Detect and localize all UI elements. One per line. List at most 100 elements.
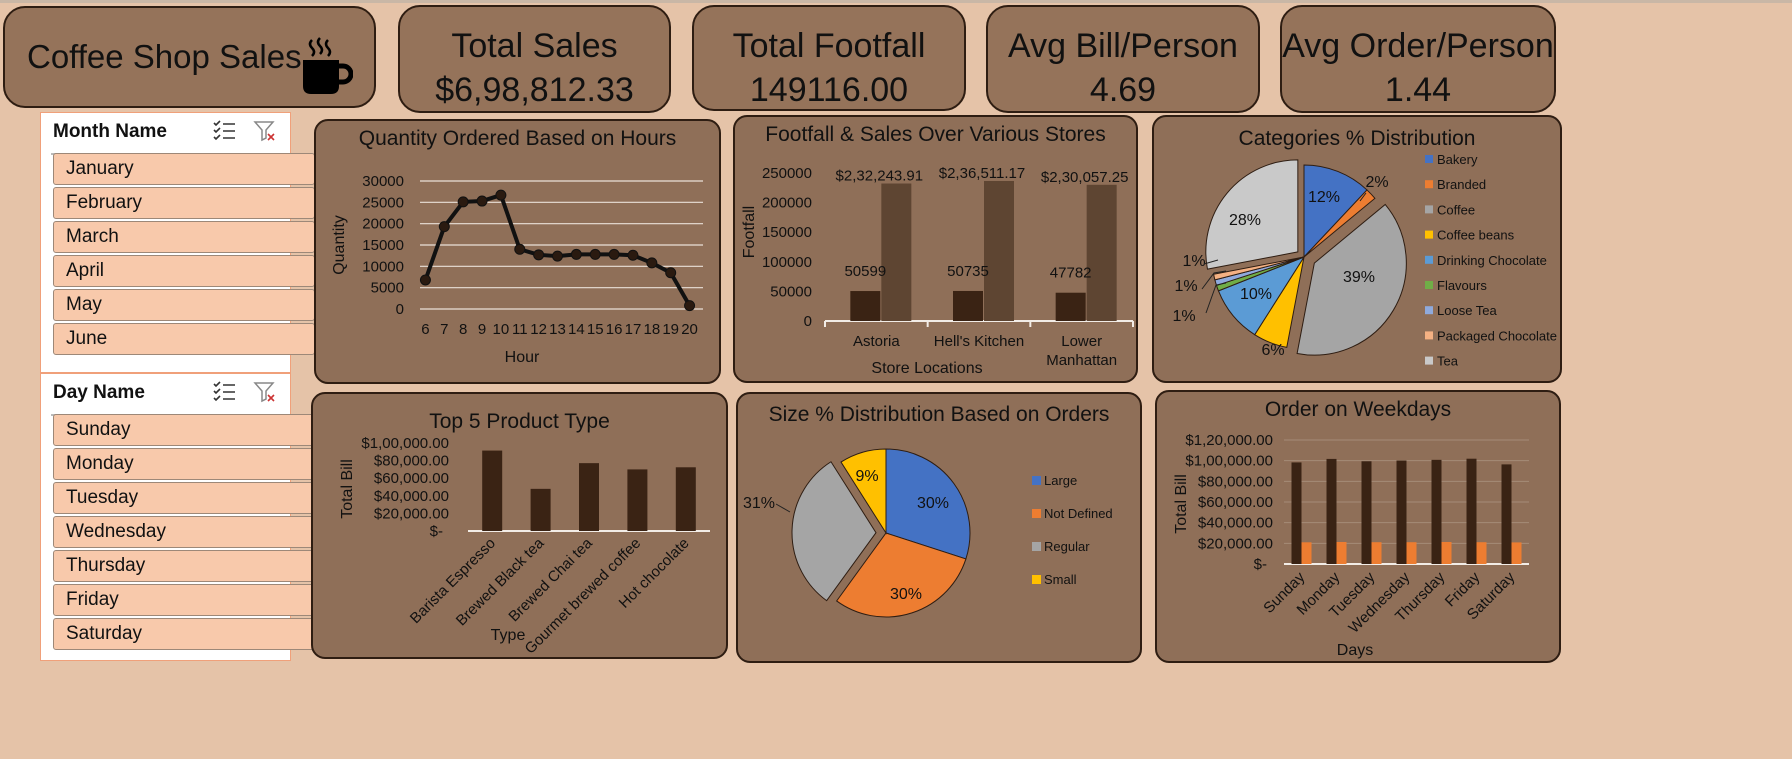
month-item-june[interactable]: June [53,323,315,355]
bar [1326,458,1337,564]
legend-swatch [1032,542,1041,551]
data-label: 9% [855,468,878,485]
day-item-friday[interactable]: Friday [53,584,315,616]
data-label: $2,32,243.91 [836,168,924,185]
data-point [684,300,696,312]
day-item-saturday[interactable]: Saturday [53,618,315,650]
day-slicer-label: Day Name [53,382,145,403]
data-label: 1% [1182,253,1205,270]
legend-swatch [1425,205,1433,214]
month-item-february[interactable]: February [53,187,315,219]
pie-slice [1205,159,1299,270]
bar [1431,459,1442,564]
month-item-march[interactable]: March [53,221,315,253]
kpi-label: Avg Bill/Person [1008,27,1238,65]
month-item-april[interactable]: April [53,255,315,287]
day-item-monday[interactable]: Monday [53,448,315,480]
day-slicer: Day Name Sunday Monday Tuesday Wednesday Thu… [40,373,315,661]
chart-quantity-by-hour: Quantity Ordered Based on Hours 30000 250… [314,119,721,384]
legend-swatch [1425,230,1433,239]
x-tick-label: Astoria [853,333,900,350]
data-label: $2,36,511.17 [939,165,1025,182]
y-tick-label: $- [1254,556,1267,573]
chart-order-weekdays: Order on Weekdays $1,20,000.00 $1,00,000.… [1155,390,1561,663]
x-tick-label: 12 [530,321,547,338]
bar [1055,292,1086,321]
data-point [476,195,488,207]
pie-slice [840,448,887,535]
bar [1501,464,1512,564]
kpi-value: 1.44 [1384,71,1452,109]
legend-label: Not Defined [1044,506,1113,521]
x-tick-label: Brewed Black tea [453,534,548,629]
bar [627,469,648,531]
chart-categories-distribution: Categories % Distribution 12% 2% 39% 6% 10% 1… [1152,115,1562,383]
y-axis-label: Footfall [741,206,758,258]
chart-title: Order on Weekdays [1264,398,1452,421]
x-tick-label: 8 [459,321,467,338]
kpi-label: Total Sales [451,27,618,65]
pie-slice [1303,164,1368,259]
kpi-label: Total Footfall [732,27,926,65]
data-point [552,250,563,262]
data-label: 2% [1365,174,1388,191]
multi-select-icon[interactable] [213,119,237,141]
y-tick-label: 25000 [362,194,404,211]
data-point [514,243,526,255]
x-axis-label: Hour [505,349,540,366]
clear-filter-icon[interactable] [253,380,277,404]
day-item-tuesday[interactable]: Tuesday [53,482,315,514]
y-tick-label: $60,000.00 [1198,494,1273,511]
data-point [665,267,677,279]
bar [1371,542,1382,564]
day-item-wednesday[interactable]: Wednesday [53,516,315,548]
kpi-label: Avg Order/Person [1282,27,1554,65]
month-item-may[interactable]: May [53,289,315,321]
x-tick-label: 6 [421,321,429,338]
data-point [570,248,582,260]
y-tick-label: 250000 [762,165,812,182]
multi-select-icon[interactable] [213,380,237,402]
data-label: 30% [917,495,949,512]
kpi-total-sales: Total Sales $6,98,812.33 [398,5,671,113]
y-axis-label: Total Bill [1173,474,1190,534]
data-label: $2,30,057.25 [1041,169,1129,186]
x-tick-label: 7 [440,321,448,338]
bar [984,180,1014,321]
kpi-value: 149116.00 [749,71,909,109]
x-tick-label: Brewed Chai tea [505,534,596,625]
chart-title: Size % Distribution Based on Orders [768,403,1110,426]
y-tick-label: 5000 [371,280,404,297]
chart-footfall-sales-stores: Footfall & Sales Over Various Stores 250… [733,115,1138,383]
chart-size-distribution: Size % Distribution Based on Orders 30% 3… [736,392,1142,663]
bar [1466,458,1477,564]
data-label: 31% [743,495,775,512]
bar [1396,460,1407,564]
day-item-thursday[interactable]: Thursday [53,550,315,582]
y-tick-label: 150000 [762,224,812,241]
clear-filter-icon[interactable] [253,119,277,143]
legend-swatch [1425,155,1433,163]
month-item-january[interactable]: January [53,153,315,185]
legend-swatch [1425,180,1433,189]
y-tick-label: 15000 [362,237,404,254]
data-label: 50735 [947,263,989,280]
kpi-avg-order: Avg Order/Person 1.44 [1280,5,1556,113]
legend-label: Packaged Chocolate [1437,328,1557,343]
x-tick-label: 15 [587,321,604,338]
legend-label: Branded [1437,177,1486,192]
data-point [419,274,431,286]
x-tick-label: Hell's Kitchen [934,333,1024,350]
y-tick-label: 10000 [362,258,404,275]
bar [579,463,599,531]
bar [675,467,696,531]
day-item-sunday[interactable]: Sunday [53,414,315,446]
kpi-value: $6,98,812.33 [435,71,634,109]
bar [482,450,503,531]
bar [1511,542,1522,564]
legend-swatch [1425,255,1433,264]
y-tick-label: 50000 [770,283,812,300]
bar [1291,462,1302,564]
pie-slice [791,461,877,602]
pie-slice [835,532,967,618]
